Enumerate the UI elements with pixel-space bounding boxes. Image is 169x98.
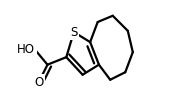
Text: S: S: [70, 26, 78, 39]
Text: O: O: [34, 76, 43, 89]
Text: HO: HO: [17, 43, 35, 56]
